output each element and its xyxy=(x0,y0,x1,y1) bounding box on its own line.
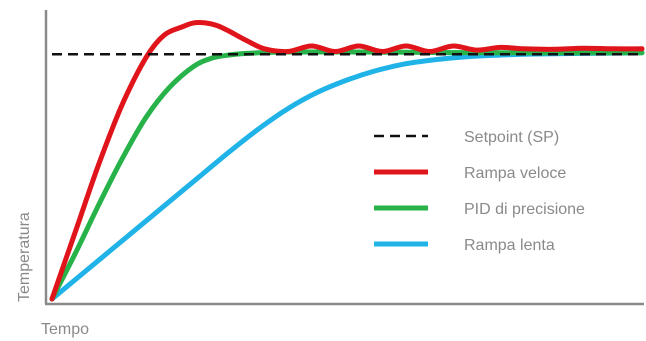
legend-label-setpoint: Setpoint (SP) xyxy=(464,129,559,146)
series-line-rampa-veloce xyxy=(49,19,645,302)
plot-area xyxy=(49,19,645,302)
legend-label-rampa-lenta: Rampa lenta xyxy=(464,237,555,254)
legend-label-rampa-veloce: Rampa veloce xyxy=(464,165,566,182)
legend: Setpoint (SP) Rampa veloce PID di precisio… xyxy=(374,129,585,254)
legend-label-pid-di-precisione: PID di precisione xyxy=(464,201,585,218)
y-axis-title: Temperatura xyxy=(16,212,33,302)
x-axis-title: Tempo xyxy=(41,321,89,338)
